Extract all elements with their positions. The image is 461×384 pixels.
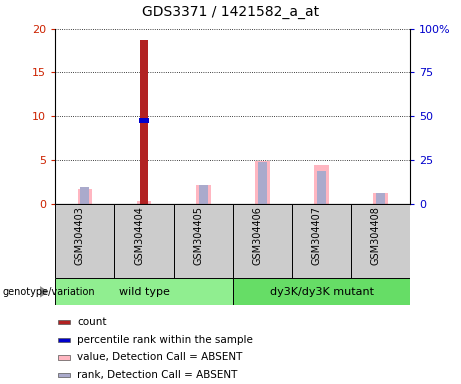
Bar [255,161,270,204]
Text: GDS3371 / 1421582_a_at: GDS3371 / 1421582_a_at [142,5,319,19]
Text: GSM304406: GSM304406 [252,206,262,265]
Bar [376,194,385,204]
Bar [196,185,211,204]
Bar [58,355,70,359]
Text: wild type: wild type [118,287,170,297]
Text: rank, Detection Call = ABSENT: rank, Detection Call = ABSENT [77,370,238,380]
Bar [233,204,292,278]
Text: GSM304408: GSM304408 [371,206,381,265]
Bar [317,171,326,204]
Bar [351,204,410,278]
Text: percentile rank within the sample: percentile rank within the sample [77,335,254,345]
Bar [55,278,233,305]
Text: genotype/variation: genotype/variation [2,287,95,297]
Bar [58,320,70,324]
Text: count: count [77,317,107,327]
Text: GSM304407: GSM304407 [312,206,321,265]
Bar [292,204,351,278]
Bar [140,40,148,204]
Bar [136,201,152,204]
Bar [81,187,89,204]
Bar [77,189,92,204]
Text: value, Detection Call = ABSENT: value, Detection Call = ABSENT [77,353,243,362]
Bar [258,162,267,204]
Bar [233,278,410,305]
Bar [58,373,70,377]
Text: GSM304404: GSM304404 [134,206,144,265]
Bar [139,118,149,123]
Bar [58,338,70,342]
Text: dy3K/dy3K mutant: dy3K/dy3K mutant [270,287,373,297]
Bar [55,204,114,278]
Polygon shape [40,286,48,298]
Bar [199,185,207,204]
Bar [314,165,329,204]
Text: GSM304403: GSM304403 [75,206,85,265]
Bar [373,193,388,204]
Text: GSM304405: GSM304405 [193,206,203,265]
Bar [174,204,233,278]
Bar [114,204,174,278]
